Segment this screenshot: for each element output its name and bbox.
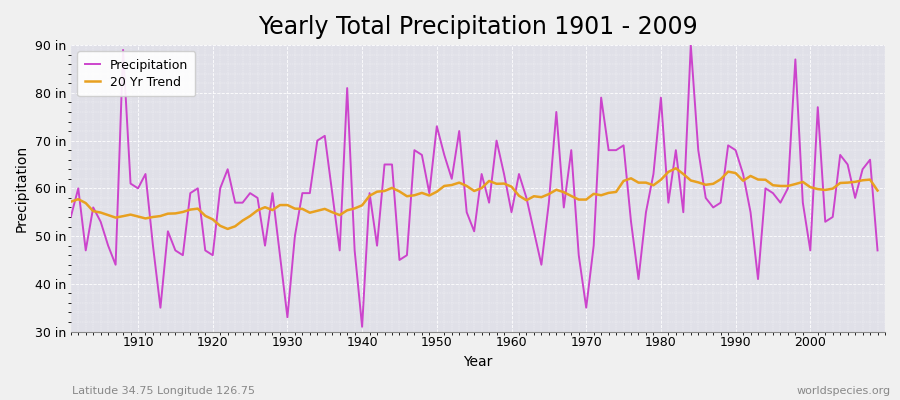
20 Yr Trend [66, 199, 77, 204]
Precipitation [603, 148, 614, 152]
20 Yr Trend [125, 212, 136, 217]
Precipitation [686, 43, 697, 48]
20 Yr Trend [603, 190, 614, 195]
Text: worldspecies.org: worldspecies.org [796, 386, 891, 396]
Precipitation [125, 181, 136, 186]
20 Yr Trend [342, 208, 353, 213]
Y-axis label: Precipitation: Precipitation [15, 145, 29, 232]
Precipitation [872, 248, 883, 253]
Legend: Precipitation, 20 Yr Trend: Precipitation, 20 Yr Trend [77, 51, 195, 96]
Precipitation [356, 324, 367, 329]
X-axis label: Year: Year [464, 355, 492, 369]
Line: Precipitation: Precipitation [71, 45, 878, 327]
20 Yr Trend [514, 193, 525, 198]
20 Yr Trend [506, 184, 517, 189]
Precipitation [514, 172, 525, 176]
Precipitation [66, 214, 77, 219]
Precipitation [290, 234, 301, 238]
20 Yr Trend [222, 226, 233, 231]
20 Yr Trend [670, 166, 681, 171]
20 Yr Trend [872, 188, 883, 193]
Line: 20 Yr Trend: 20 Yr Trend [71, 168, 878, 229]
Precipitation [334, 248, 345, 253]
Title: Yearly Total Precipitation 1901 - 2009: Yearly Total Precipitation 1901 - 2009 [258, 15, 698, 39]
Precipitation [506, 210, 517, 215]
20 Yr Trend [297, 206, 308, 211]
Text: Latitude 34.75 Longitude 126.75: Latitude 34.75 Longitude 126.75 [72, 386, 255, 396]
